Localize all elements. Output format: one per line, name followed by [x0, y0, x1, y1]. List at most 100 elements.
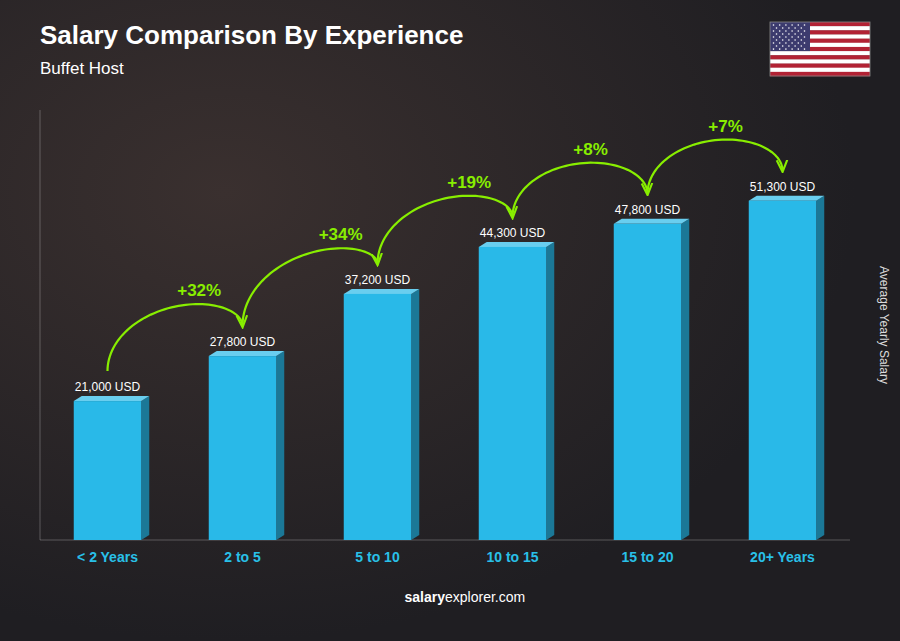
footer: salary	[405, 589, 446, 605]
flag-star	[779, 24, 781, 26]
flag-canton	[770, 22, 810, 51]
bar-side	[141, 396, 149, 540]
flag-star	[785, 30, 787, 32]
flag-star	[798, 30, 800, 32]
flag-stripe	[770, 55, 870, 59]
bar	[209, 356, 277, 540]
flag	[770, 22, 870, 76]
flag-star	[785, 24, 787, 26]
flag-star	[791, 36, 793, 38]
title: Salary Comparison By Experience	[40, 20, 463, 50]
flag-star	[785, 42, 787, 44]
flag-star	[773, 36, 775, 38]
flag-star	[785, 36, 787, 38]
flag-star	[791, 42, 793, 44]
data-label: 47,800 USD	[615, 203, 681, 217]
flag-star	[779, 36, 781, 38]
data-label: 27,800 USD	[210, 335, 276, 349]
data-label: 51,300 USD	[750, 180, 816, 194]
flag-star	[804, 42, 806, 44]
flag-star	[782, 27, 784, 29]
flag-star	[788, 33, 790, 35]
flag-star	[776, 39, 778, 41]
x-tick-label: 15 to 20	[621, 549, 673, 565]
flag-star	[779, 42, 781, 44]
flag-star	[788, 39, 790, 41]
bar-top	[614, 219, 690, 224]
x-tick-label: 5 to 10	[355, 549, 400, 565]
x-tick-label: 10 to 15	[486, 549, 538, 565]
bar-top	[209, 351, 285, 356]
annotation: +32%	[177, 281, 221, 300]
bar-side	[816, 196, 824, 540]
annotation: +7%	[708, 117, 743, 136]
bar	[344, 294, 412, 540]
flag-stripe	[770, 68, 870, 72]
flag-star	[794, 33, 796, 35]
annotation: +19%	[447, 173, 491, 192]
flag-star	[776, 33, 778, 35]
flag-star	[791, 24, 793, 26]
change-arc	[108, 304, 243, 371]
flag-star	[785, 48, 787, 50]
bar-side	[546, 242, 554, 540]
flag-star	[779, 30, 781, 32]
bar-top	[74, 396, 150, 401]
flag-stripe	[770, 59, 870, 63]
change-arc	[243, 248, 378, 326]
flag-star	[794, 45, 796, 47]
flag-star	[773, 24, 775, 26]
flag-star	[804, 30, 806, 32]
bar	[479, 247, 547, 540]
flag-star	[791, 30, 793, 32]
flag-border	[770, 22, 870, 76]
flag-star	[788, 45, 790, 47]
data-label: 44,300 USD	[480, 226, 546, 240]
bar	[74, 401, 142, 540]
bar-side	[411, 289, 419, 540]
flag-star	[794, 39, 796, 41]
annotation: +8%	[573, 140, 608, 159]
footer: explorer.com	[445, 589, 525, 605]
flag-star	[782, 45, 784, 47]
flag-star	[798, 36, 800, 38]
bar	[749, 201, 817, 540]
change-arc	[378, 196, 513, 264]
x-tick-label: 20+ Years	[750, 549, 815, 565]
flag-star	[804, 36, 806, 38]
x-axis-line	[40, 540, 850, 541]
flag-stripe	[770, 64, 870, 68]
flag-star	[773, 48, 775, 50]
data-label: 21,000 USD	[75, 380, 141, 394]
flag-star	[801, 45, 803, 47]
flag-star	[798, 48, 800, 50]
bar-top	[749, 196, 825, 201]
flag-star	[788, 27, 790, 29]
subtitle: Buffet Host	[40, 59, 124, 78]
annotation: +34%	[319, 225, 363, 244]
flag-star	[801, 27, 803, 29]
flag-star	[773, 42, 775, 44]
change-arc	[513, 163, 648, 217]
flag-star	[801, 33, 803, 35]
data-label: 37,200 USD	[345, 273, 411, 287]
bar	[614, 224, 682, 540]
bar-top	[479, 242, 555, 247]
bar-side	[681, 219, 689, 540]
flag-stripe	[770, 51, 870, 55]
y-axis-label: Average Yearly Salary	[877, 266, 891, 384]
flag-star	[779, 48, 781, 50]
flag-star	[804, 24, 806, 26]
x-tick-label: 2 to 5	[224, 549, 261, 565]
chart: Salary Comparison By Experience Buffet Ho…	[0, 0, 900, 641]
bars	[74, 196, 825, 540]
change-arc	[648, 140, 783, 194]
bar-side	[276, 351, 284, 540]
flag-star	[801, 39, 803, 41]
bar-top	[344, 289, 420, 294]
x-tick-label: < 2 Years	[77, 549, 138, 565]
flag-star	[804, 48, 806, 50]
flag-star	[782, 39, 784, 41]
flag-star	[773, 30, 775, 32]
background	[0, 0, 900, 641]
